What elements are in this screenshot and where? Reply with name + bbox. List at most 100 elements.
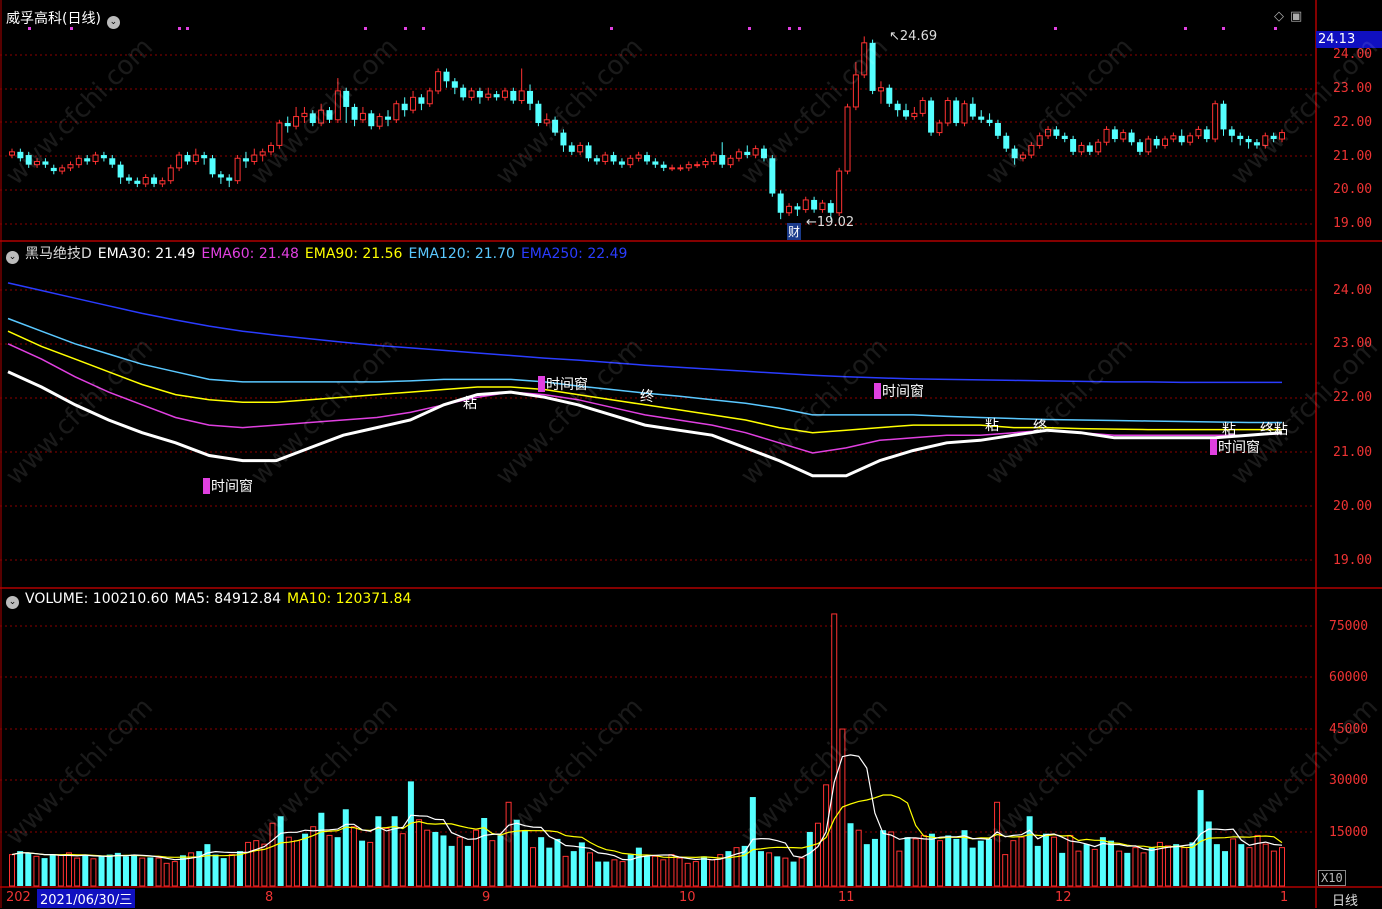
candle-body bbox=[59, 167, 66, 172]
indicator-name[interactable]: 黑马绝技D bbox=[25, 246, 92, 262]
candle-body bbox=[786, 205, 793, 214]
signal-dot bbox=[70, 27, 73, 30]
candle-body bbox=[1120, 132, 1127, 140]
candle-body bbox=[251, 154, 258, 162]
candle-body bbox=[368, 113, 375, 127]
candle-body bbox=[760, 148, 767, 159]
volume-bar bbox=[1083, 844, 1090, 886]
candle-body bbox=[1011, 148, 1018, 159]
candle-body bbox=[284, 122, 291, 127]
indicator-header: ⌄ 黑马绝技D EMA30: 21.49 EMA60: 21.48 EMA90: 21.… bbox=[6, 243, 633, 264]
volume-bar bbox=[334, 837, 341, 886]
volume-bar bbox=[1254, 834, 1261, 887]
volume-bar bbox=[806, 831, 813, 886]
volume-bar bbox=[261, 843, 268, 887]
candle-body bbox=[535, 103, 542, 123]
volume-bar bbox=[725, 851, 732, 886]
candle-body bbox=[1053, 129, 1060, 136]
candle-body bbox=[585, 145, 592, 159]
candle-body bbox=[1078, 144, 1085, 153]
indicator-tick: 24.00 bbox=[1333, 283, 1373, 298]
volume-bar bbox=[131, 854, 138, 886]
candle-body bbox=[1253, 142, 1260, 146]
chevron-down-icon[interactable]: ⌄ bbox=[106, 16, 120, 29]
volume-bar bbox=[1181, 847, 1188, 887]
candle-body bbox=[151, 177, 158, 184]
volume-bar bbox=[847, 823, 854, 886]
volume-bar bbox=[1222, 851, 1229, 886]
volume-bar bbox=[1165, 845, 1172, 887]
volume-bar bbox=[139, 857, 146, 887]
volume-bar bbox=[302, 833, 309, 886]
stock-title[interactable]: 威孚高科(日线) bbox=[6, 11, 101, 27]
volume-bar bbox=[513, 819, 520, 886]
month-label: 9 bbox=[482, 890, 491, 905]
candle-body bbox=[577, 144, 584, 153]
candle-body bbox=[727, 157, 734, 166]
volume-bar bbox=[212, 854, 219, 886]
financial-report-tag[interactable]: 财 bbox=[787, 223, 802, 240]
signal-dot bbox=[788, 27, 791, 30]
period-label[interactable]: 日线 bbox=[1332, 894, 1359, 909]
volume-bar bbox=[171, 861, 178, 887]
volume-bar bbox=[155, 857, 162, 887]
volume-bar bbox=[326, 834, 333, 887]
ma10-line bbox=[11, 794, 1283, 859]
signal-dot bbox=[404, 27, 407, 30]
signal-dot bbox=[1274, 27, 1277, 30]
volume-bar bbox=[587, 852, 594, 887]
volume-bar bbox=[204, 844, 211, 886]
volume-unit[interactable]: X10 bbox=[1318, 870, 1346, 886]
volume-bar bbox=[432, 831, 439, 886]
candle-body bbox=[435, 71, 442, 92]
candle-body bbox=[794, 206, 801, 210]
candle-body bbox=[1178, 135, 1185, 143]
volume-bar bbox=[473, 829, 480, 887]
window-icon[interactable]: ▣ bbox=[1290, 9, 1303, 24]
candle-body bbox=[1203, 129, 1210, 140]
candle-body bbox=[903, 110, 910, 117]
signal-dot bbox=[798, 27, 801, 30]
candle-body bbox=[944, 100, 951, 124]
candle-body bbox=[276, 122, 283, 146]
price-tick: 19.00 bbox=[1333, 216, 1373, 231]
time-window-signal: 时间窗 bbox=[1210, 437, 1260, 457]
candle-body bbox=[159, 180, 166, 185]
volume-bar bbox=[790, 861, 797, 886]
volume-bar bbox=[1270, 850, 1277, 887]
diamond-icon[interactable]: ◇ bbox=[1274, 9, 1284, 24]
candle-body bbox=[644, 155, 650, 162]
candle-body bbox=[501, 90, 508, 98]
candle-body bbox=[234, 157, 241, 182]
candle-body bbox=[451, 81, 458, 88]
volume-bar bbox=[1026, 816, 1033, 886]
volume-bar bbox=[603, 861, 610, 886]
stick-annotation: 粘 bbox=[463, 396, 477, 412]
volume-bar bbox=[236, 851, 243, 886]
time-window-signal: 时间窗 bbox=[874, 381, 924, 401]
signal-dot bbox=[178, 27, 181, 30]
chevron-down-icon[interactable]: ⌄ bbox=[6, 251, 19, 264]
volume-bar bbox=[33, 855, 40, 887]
candle-body bbox=[460, 87, 467, 98]
volume-bar bbox=[106, 854, 113, 886]
volume-bar bbox=[489, 840, 496, 887]
ema250-line bbox=[7, 282, 1282, 384]
candle-body bbox=[610, 155, 617, 162]
candle-body bbox=[1162, 138, 1169, 146]
candle-body bbox=[652, 161, 659, 165]
volume-bar bbox=[196, 851, 203, 886]
volume-bar bbox=[554, 838, 561, 886]
volume-bar bbox=[717, 854, 724, 887]
candle-body bbox=[911, 112, 918, 118]
indicator-tick: 23.00 bbox=[1333, 336, 1373, 351]
volume-bar bbox=[375, 816, 382, 886]
volume-bar bbox=[464, 845, 471, 886]
volume-bar bbox=[546, 847, 553, 886]
cursor-date: 2021/06/30/三 bbox=[37, 889, 136, 908]
candle-body bbox=[1111, 129, 1118, 140]
candle-body bbox=[877, 87, 884, 92]
chevron-down-icon[interactable]: ⌄ bbox=[6, 596, 19, 609]
indicator-tick: 21.00 bbox=[1333, 445, 1373, 460]
